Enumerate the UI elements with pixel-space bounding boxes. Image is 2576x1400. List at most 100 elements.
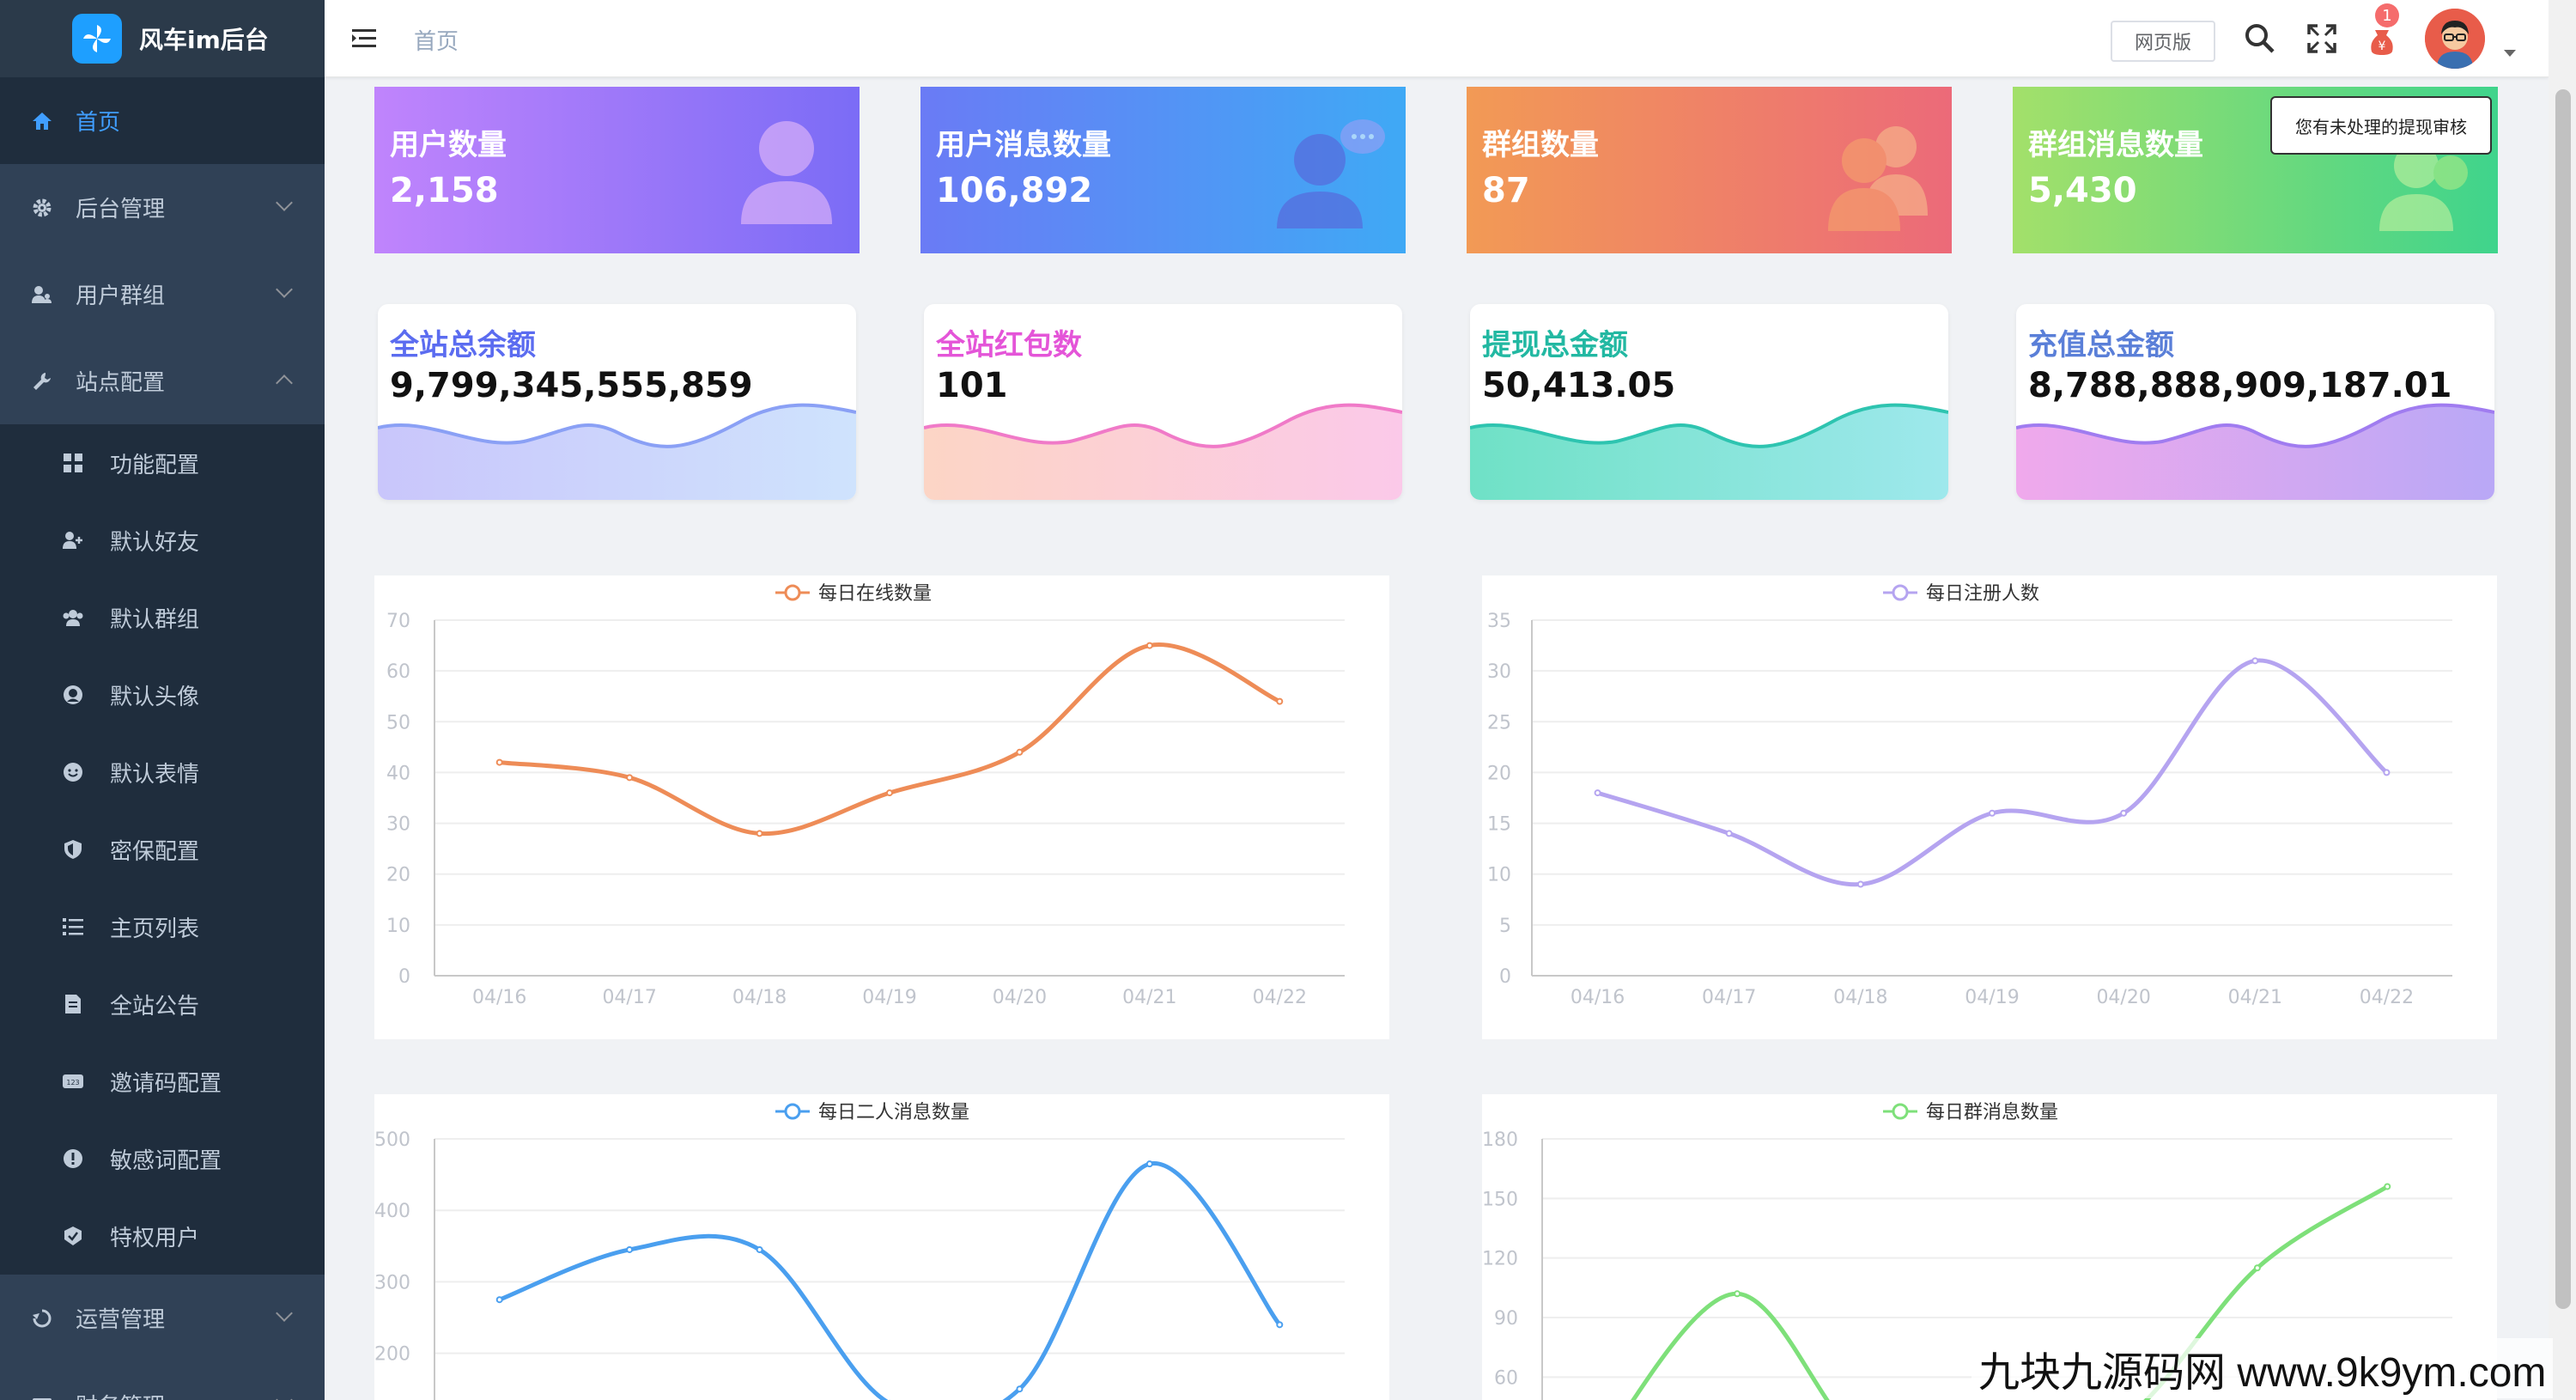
y-tick-label: 120 [1482,1249,1518,1270]
x-tick-label: 04/22 [1253,987,1307,1008]
y-tick-label: 30 [1487,661,1511,683]
menu-toggle-icon[interactable] [350,24,380,53]
legend-label: 每日在线数量 [818,583,932,605]
wave-card-title: 全站红包数 [936,328,1082,362]
sidebar-item-label: 运营管理 [76,1307,166,1333]
logo-bar[interactable]: 风车im后台 [0,0,325,77]
vip-icon [62,1225,84,1247]
wave-decoration [1470,403,1948,500]
data-point [1856,880,1864,888]
data-point [1594,789,1601,797]
data-point [1989,809,1996,817]
sidebar-sub-item-announcement[interactable]: 全站公告 [0,965,325,1043]
sidebar-sub-item-function[interactable]: 功能配置 [0,424,325,502]
code-icon: 123 [62,1070,84,1093]
wave-card-recharge-total[interactable]: 充值总金额 8,788,888,909,187.01 [2016,304,2494,500]
wave-card-total-balance[interactable]: 全站总余额 9,799,345,555,859 [378,304,856,500]
sidebar-sub-item-default-emoji[interactable]: 默认表情 [0,733,325,811]
data-point [2253,1264,2261,1272]
x-tick-label: 04/21 [2228,987,2282,1008]
site-config-submenu: 功能配置 默认好友 默认群组 默认头像 默认表情 密保配置 [0,424,325,1275]
sidebar-sub-item-label: 功能配置 [110,452,200,478]
line-chart-svg: 每日在线数量 0 10 20 30 40 50 60 70 04/16 04/17 04/18 04/1… [386,583,1345,1008]
sidebar-sub-item-default-friend[interactable]: 默认好友 [0,502,325,579]
x-tick-label: 04/16 [472,987,526,1008]
sidebar-item-user-groups[interactable]: 用户群组 [0,251,325,338]
sidebar-item-label: 财务管理 [76,1389,165,1400]
y-tick-label: 35 [1487,611,1511,632]
sidebar-item-operations[interactable]: 运营管理 [0,1275,325,1361]
search-icon[interactable] [2243,21,2277,56]
stat-card-user-messages[interactable]: 用户消息数量 106,892 [920,87,1406,253]
y-tick-label: 500 [374,1129,410,1151]
smile-icon [62,761,84,783]
y-tick-label: 0 [398,966,410,988]
windmill-logo-icon [72,14,122,64]
sidebar-sub-item-sensitive-words[interactable]: 敏感词配置 [0,1120,325,1197]
data-point [1734,1290,1741,1298]
stat-title: 用户数量 [390,128,507,162]
sidebar-sub-item-vip-users[interactable]: 特权用户 [0,1197,325,1275]
home-icon [31,110,53,132]
user-avatar[interactable] [2425,9,2485,69]
sidebar-sub-item-invite-code[interactable]: 123 邀请码配置 [0,1043,325,1120]
sidebar-sub-item-default-group[interactable]: 默认群组 [0,579,325,656]
sidebar-sub-item-homepage-list[interactable]: 主页列表 [0,888,325,965]
fullscreen-icon[interactable] [2305,21,2339,56]
wrench-icon [31,370,53,393]
avatar-icon [62,684,84,706]
data-point [626,1245,634,1253]
chart-legend: 每日在线数量 [775,583,932,605]
sidebar-item-home[interactable]: 首页 [0,77,325,164]
page-scrollbar-thumb[interactable] [2555,89,2571,1309]
y-tick-label: 200 [374,1344,410,1366]
x-tick-label: 04/19 [862,987,916,1008]
notification-badge: 1 [2375,3,2399,27]
breadcrumb[interactable]: 首页 [414,29,459,55]
stat-card-groups[interactable]: 群组数量 87 [1467,87,1952,253]
sidebar-sub-item-label: 默认好友 [110,529,200,556]
grid-icon [62,452,84,474]
sidebar-sub-item-default-avatar[interactable]: 默认头像 [0,656,325,733]
operations-icon [31,1307,53,1330]
series-line [498,1161,1282,1400]
y-tick-label: 60 [1494,1367,1518,1389]
y-tick-label: 60 [386,661,410,683]
chart-legend: 每日群消息数量 [1883,1102,2058,1123]
stat-value: 2,158 [390,171,499,210]
group-message-icon [2369,113,2481,233]
y-tick-label: 40 [386,763,410,784]
legend-marker-icon [784,584,801,601]
y-tick-label: 10 [1487,865,1511,886]
y-tick-label: 25 [1487,712,1511,733]
notice-icon [62,993,84,1015]
user-menu-caret-icon[interactable] [2504,50,2516,57]
sidebar-item-label: 用户群组 [76,283,166,309]
wave-card-red-packets[interactable]: 全站红包数 101 [924,304,1402,500]
sidebar-item-label: 站点配置 [76,370,166,396]
data-point [2384,1183,2391,1190]
stat-card-users[interactable]: 用户数量 2,158 [374,87,860,253]
sidebar-sub-item-security[interactable]: 密保配置 [0,811,325,888]
web-version-button[interactable]: 网页版 [2111,21,2215,62]
data-point [495,758,503,766]
data-point [2383,769,2391,776]
withdraw-notification-icon[interactable]: ¥ [2365,22,2399,57]
sidebar-sub-item-label: 默认群组 [110,606,200,633]
sidebar-item-finance[interactable]: 财务管理 [0,1361,325,1400]
gear-icon [31,197,53,219]
site-watermark: 九块九源码网 www.9k9ym.com [1971,1338,2554,1398]
sidebar-item-admin[interactable]: 后台管理 [0,164,325,251]
chevron-down-icon [276,1305,293,1322]
sidebar-sub-item-label: 主页列表 [110,916,200,942]
user-add-icon [62,529,84,551]
sidebar-item-site-config[interactable]: 站点配置 [0,338,325,424]
wave-card-withdrawal-total[interactable]: 提现总金额 50,413.05 [1470,304,1948,500]
top-header: 首页 网页版 ¥ 1 [325,0,2549,77]
data-point [2120,809,2128,817]
x-tick-label: 04/18 [1833,987,1887,1008]
notification-currency-symbol: ¥ [2379,40,2386,53]
warning-icon [62,1147,84,1170]
x-tick-label: 04/18 [732,987,787,1008]
